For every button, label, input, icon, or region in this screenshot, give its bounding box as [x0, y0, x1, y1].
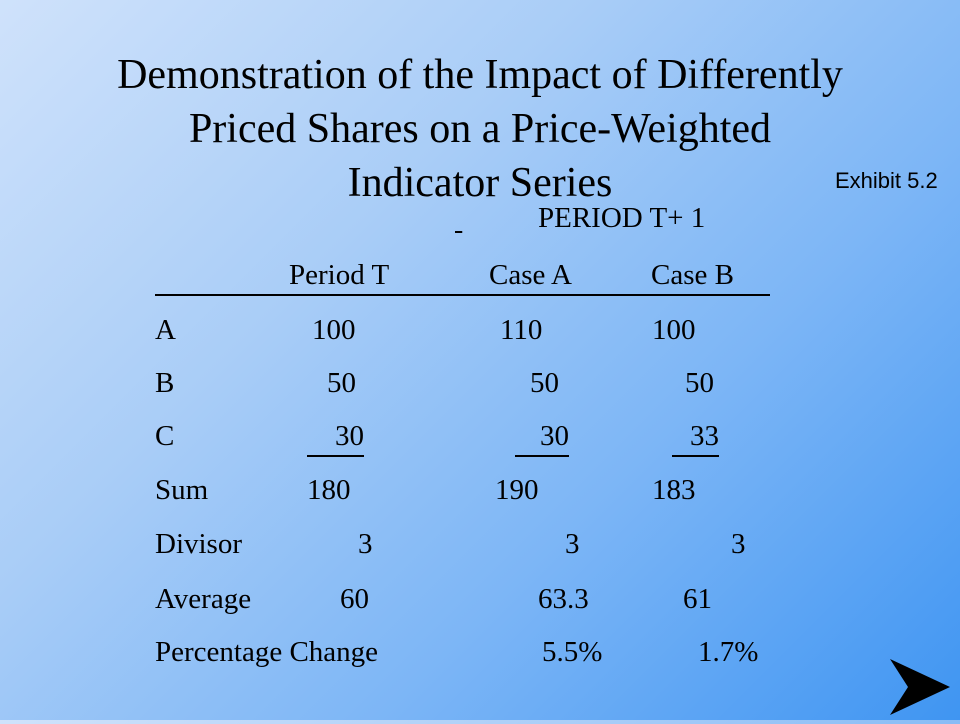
cell-value: 61: [683, 583, 712, 615]
table-row: Divisor 3 3 3: [155, 525, 855, 563]
row-label: Divisor: [155, 528, 242, 560]
cell-value: 33: [672, 417, 719, 457]
table-row: Average 60 63.3 61: [155, 580, 855, 618]
table-row: Sum 180 190 183: [155, 471, 855, 509]
cell-value: 3: [731, 528, 746, 560]
column-header: Period T: [289, 259, 390, 291]
next-arrow-icon-graphic: [890, 659, 950, 715]
cell-value: 50: [327, 367, 356, 399]
row-label: Average: [155, 583, 252, 615]
column-header: Case B: [651, 259, 734, 291]
table-row: A 100 110 100: [155, 311, 855, 349]
cell-value: 183: [652, 474, 696, 506]
next-arrow-icon[interactable]: [888, 655, 952, 719]
column-header: Case A: [489, 259, 572, 291]
cell-value: 100: [312, 314, 356, 346]
title-line: Demonstration of the Impact of Different…: [117, 52, 843, 98]
slide-title: Demonstration of the Impact of Different…: [60, 48, 900, 210]
row-label: C: [155, 420, 175, 452]
row-label: Percentage Change: [155, 636, 379, 668]
title-line: Priced Shares on a Price-Weighted: [188, 106, 772, 152]
title-line: Indicator Series: [347, 160, 613, 206]
cell-value: 60: [340, 583, 369, 615]
table-row: C 30 30 33: [155, 417, 855, 457]
table-header-row: Period T Case A Case B: [155, 256, 770, 296]
cell-value: 3: [565, 528, 580, 560]
cell-value: 50: [685, 367, 714, 399]
cell-value: 50: [530, 367, 559, 399]
cell-value: 5.5%: [542, 636, 603, 668]
cell-value: 180: [307, 474, 351, 506]
cell-value: 3: [358, 528, 373, 560]
cell-value: 110: [500, 314, 543, 346]
cell-value: 30: [307, 417, 364, 457]
row-label: Sum: [155, 474, 209, 506]
row-label: A: [155, 314, 176, 346]
cell-value: 190: [495, 474, 539, 506]
cell-value: 1.7%: [698, 636, 759, 668]
cell-value: 63.3: [538, 583, 589, 615]
row-label: B: [155, 367, 175, 399]
table-row: Percentage Change 5.5% 1.7%: [155, 633, 855, 671]
period-heading-text: PERIOD T+ 1: [538, 202, 706, 234]
period-heading: PERIOD T+ 1: [455, 200, 790, 236]
table-row: B 50 50 50: [155, 364, 855, 402]
exhibit-label: Exhibit 5.2: [835, 168, 938, 193]
cell-value: 100: [652, 314, 696, 346]
cell-value: 30: [515, 417, 569, 457]
